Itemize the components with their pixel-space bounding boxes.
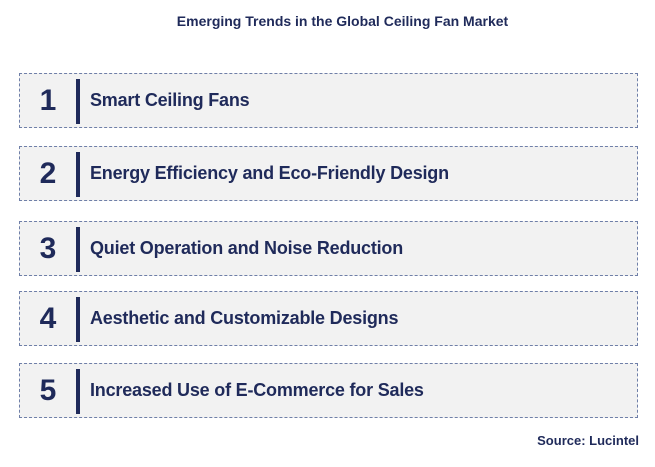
source-note: Source: Lucintel [537,433,639,448]
trend-number: 1 [39,83,57,117]
divider-bar [76,297,80,342]
trend-item-4: 4 Aesthetic and Customizable Designs [19,291,638,346]
trend-label: Quiet Operation and Noise Reduction [90,238,404,258]
trend-item-5: 5 Increased Use of E-Commerce for Sales [19,363,638,418]
trend-label: Smart Ceiling Fans [90,90,250,110]
trend-number: 4 [39,301,57,335]
trend-label: Increased Use of E-Commerce for Sales [90,380,424,400]
trend-item-1: 1 Smart Ceiling Fans [19,73,638,128]
trend-label: Aesthetic and Customizable Designs [90,308,399,328]
trend-item-3: 3 Quiet Operation and Noise Reduction [19,221,638,276]
divider-bar [76,152,80,197]
trend-number: 5 [39,373,57,407]
divider-bar [76,369,80,414]
trend-label: Energy Efficiency and Eco-Friendly Desig… [90,163,449,183]
diagram-title: Emerging Trends in the Global Ceiling Fa… [176,13,509,29]
divider-bar [76,227,80,272]
trend-item-2: 2 Energy Efficiency and Eco-Friendly Des… [19,146,638,201]
trend-number: 3 [39,231,57,265]
divider-bar [76,79,80,124]
trend-number: 2 [39,156,57,190]
